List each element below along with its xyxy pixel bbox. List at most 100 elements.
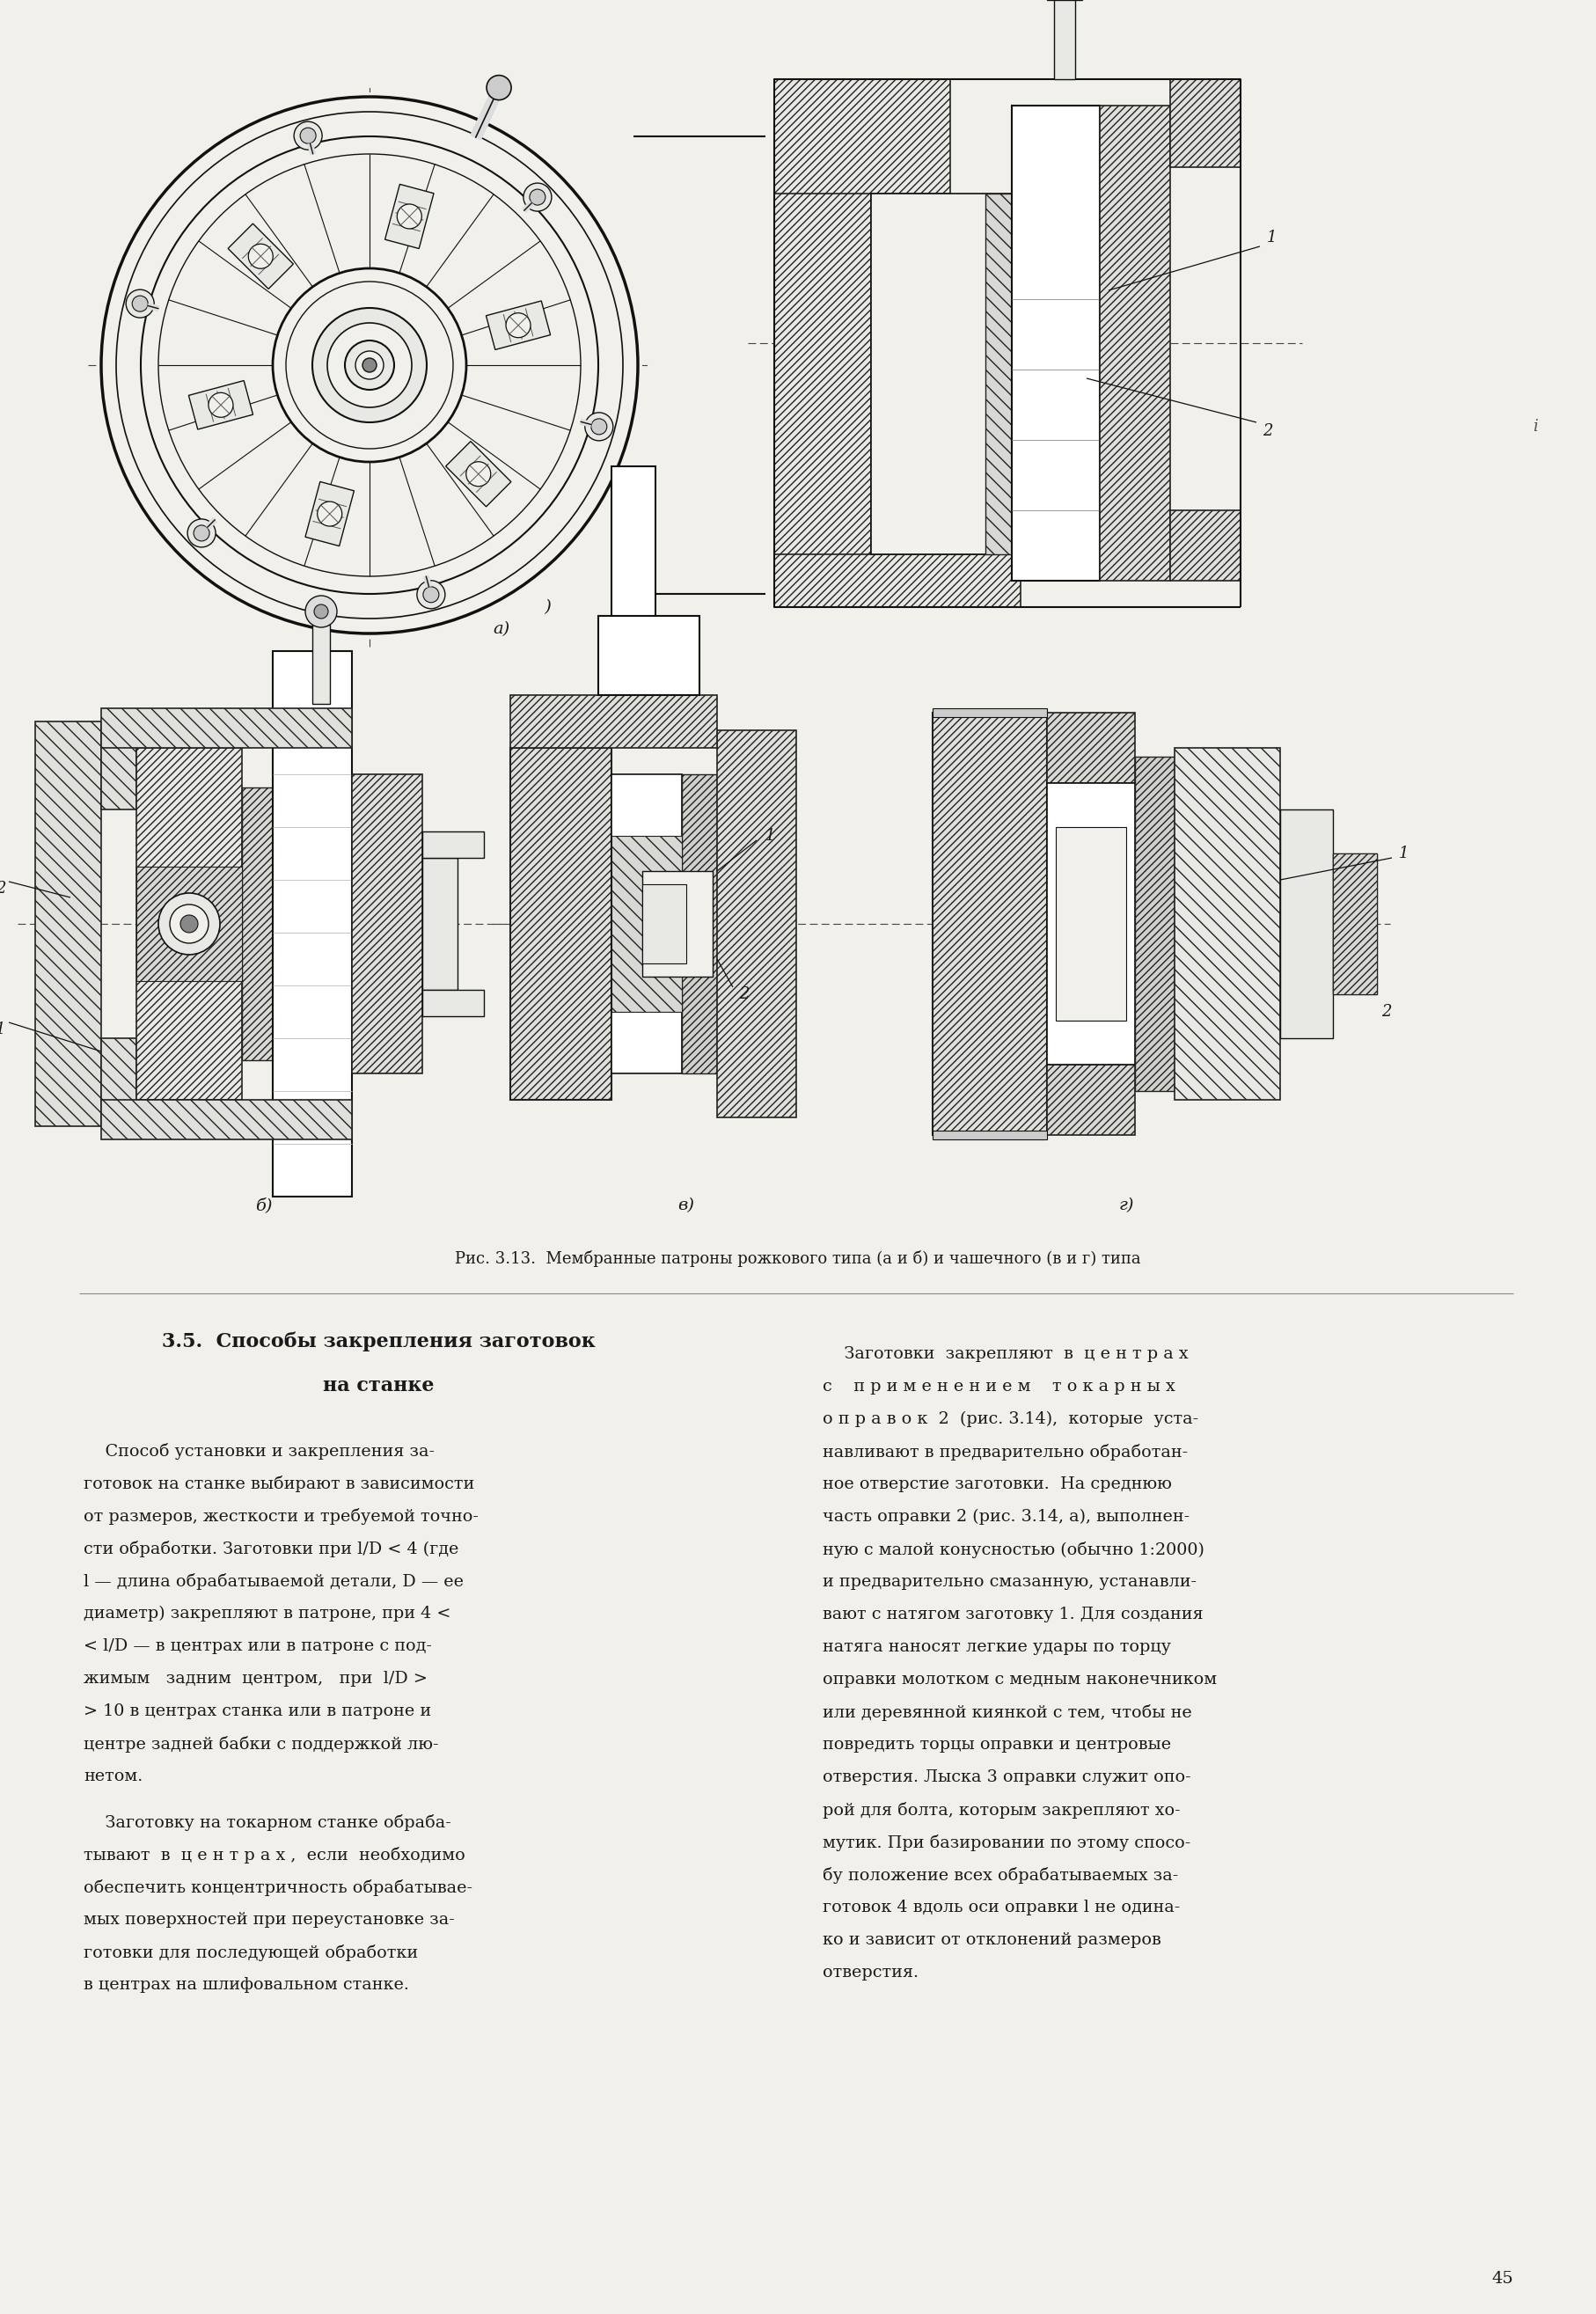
Text: навливают в предварительно обработан-: навливают в предварительно обработан- bbox=[822, 1444, 1187, 1460]
Text: отверстия.: отверстия. bbox=[822, 1965, 918, 1981]
Text: б): б) bbox=[255, 1196, 273, 1213]
Text: в): в) bbox=[678, 1196, 694, 1213]
Circle shape bbox=[591, 419, 606, 435]
Bar bbox=[421, 858, 458, 990]
Polygon shape bbox=[385, 185, 434, 248]
Polygon shape bbox=[305, 481, 354, 546]
Text: повредить торцы оправки и центровые: повредить торцы оправки и центровые bbox=[822, 1738, 1170, 1752]
Text: с    п р и м е н е н и е м    т о к а р н ы х: с п р и м е н е н и е м т о к а р н ы х bbox=[822, 1379, 1175, 1395]
Circle shape bbox=[466, 463, 490, 486]
Text: мых поверхностей при переустановке за-: мых поверхностей при переустановке за- bbox=[83, 1911, 455, 1928]
Circle shape bbox=[487, 76, 511, 100]
Text: о п р а в о к  2  (рис. 3.14),  которые  уста-: о п р а в о к 2 (рис. 3.14), которые уст… bbox=[822, 1412, 1197, 1428]
Circle shape bbox=[249, 243, 273, 268]
Polygon shape bbox=[445, 442, 511, 507]
Text: 2: 2 bbox=[0, 882, 6, 896]
Circle shape bbox=[584, 412, 613, 440]
Circle shape bbox=[294, 123, 322, 150]
Text: нетом.: нетом. bbox=[83, 1768, 142, 1784]
Circle shape bbox=[356, 352, 383, 379]
Text: ное отверстие заготовки.  На среднюю: ное отверстие заготовки. На среднюю bbox=[822, 1476, 1171, 1493]
Text: отверстия. Лыска 3 оправки служит опо-: отверстия. Лыска 3 оправки служит опо- bbox=[822, 1770, 1191, 1784]
Bar bbox=[101, 708, 351, 747]
Bar bbox=[136, 747, 243, 1099]
Bar bbox=[1100, 106, 1170, 581]
Text: бу положение всех обрабатываемых за-: бу положение всех обрабатываемых за- bbox=[822, 1867, 1178, 1884]
Text: часть оправки 2 (рис. 3.14, а), выполнен-: часть оправки 2 (рис. 3.14, а), выполнен… bbox=[822, 1509, 1189, 1525]
Text: > 10 в центрах станка или в патроне и: > 10 в центрах станка или в патроне и bbox=[83, 1703, 431, 1719]
Bar bbox=[611, 775, 681, 1074]
Bar bbox=[136, 868, 243, 981]
Text: < l/D — в центрах или в патроне с под-: < l/D — в центрах или в патроне с под- bbox=[83, 1638, 431, 1655]
Bar bbox=[774, 555, 1020, 606]
Circle shape bbox=[417, 581, 445, 609]
Bar bbox=[611, 467, 654, 669]
Circle shape bbox=[313, 308, 426, 423]
Text: оправки молотком с медным наконечником: оправки молотком с медным наконечником bbox=[822, 1671, 1216, 1687]
Text: а): а) bbox=[493, 620, 509, 636]
Bar bbox=[1170, 79, 1240, 167]
Bar bbox=[313, 625, 330, 703]
Circle shape bbox=[362, 359, 377, 373]
Circle shape bbox=[209, 393, 233, 417]
Bar bbox=[101, 722, 136, 810]
Text: сти обработки. Заготовки при l/D < 4 (где: сти обработки. Заготовки при l/D < 4 (гд… bbox=[83, 1541, 458, 1557]
Circle shape bbox=[169, 905, 209, 944]
Circle shape bbox=[132, 296, 148, 312]
Bar bbox=[1012, 106, 1100, 581]
Text: диаметр) закрепляют в патроне, при 4 <: диаметр) закрепляют в патроне, при 4 < bbox=[83, 1606, 450, 1622]
Bar bbox=[681, 775, 717, 1074]
Bar bbox=[273, 650, 351, 1196]
Bar bbox=[1170, 511, 1240, 581]
Text: в центрах на шлифовальном станке.: в центрах на шлифовальном станке. bbox=[83, 1976, 409, 1992]
Text: 1: 1 bbox=[764, 828, 776, 845]
Circle shape bbox=[397, 204, 421, 229]
Polygon shape bbox=[228, 224, 294, 289]
Text: 2: 2 bbox=[1381, 1004, 1390, 1020]
Text: ко и зависит от отклонений размеров: ко и зависит от отклонений размеров bbox=[822, 1932, 1160, 1948]
Bar bbox=[421, 990, 484, 1016]
Bar bbox=[870, 194, 1020, 555]
Text: готовок на станке выбирают в зависимости: готовок на станке выбирают в зависимости bbox=[83, 1476, 474, 1493]
Text: ную с малой конусностью (обычно 1:2000): ную с малой конусностью (обычно 1:2000) bbox=[822, 1541, 1203, 1557]
Circle shape bbox=[187, 518, 215, 546]
Bar bbox=[421, 831, 484, 858]
Polygon shape bbox=[188, 379, 252, 430]
Bar bbox=[1053, 0, 1074, 79]
Circle shape bbox=[327, 324, 412, 407]
Circle shape bbox=[523, 183, 551, 211]
Circle shape bbox=[273, 268, 466, 463]
Text: натяга наносят легкие удары по торцу: натяга наносят легкие удары по торцу bbox=[822, 1638, 1170, 1655]
Bar bbox=[511, 694, 717, 747]
Circle shape bbox=[345, 340, 394, 389]
Text: вают с натягом заготовку 1. Для создания: вают с натягом заготовку 1. Для создания bbox=[822, 1606, 1203, 1622]
Bar bbox=[1333, 854, 1376, 995]
Bar bbox=[774, 79, 950, 194]
Bar bbox=[932, 713, 1047, 1134]
Text: готовки для последующей обработки: готовки для последующей обработки bbox=[83, 1944, 418, 1960]
Bar bbox=[35, 722, 101, 1127]
Bar bbox=[985, 194, 1012, 555]
Text: или деревянной киянкой с тем, чтобы не: или деревянной киянкой с тем, чтобы не bbox=[822, 1705, 1191, 1722]
Text: 1: 1 bbox=[0, 1020, 6, 1037]
Bar bbox=[642, 870, 712, 977]
Bar bbox=[101, 1099, 351, 1138]
Text: центре задней бабки с поддержкой лю-: центре задней бабки с поддержкой лю- bbox=[83, 1736, 439, 1752]
Bar bbox=[1333, 854, 1376, 995]
Text: 1: 1 bbox=[1266, 229, 1277, 245]
Text: тывают  в  ц е н т р а х ,  если  необходимо: тывают в ц е н т р а х , если необходимо bbox=[83, 1847, 464, 1863]
Circle shape bbox=[300, 127, 316, 143]
Bar bbox=[598, 634, 669, 669]
Circle shape bbox=[314, 604, 329, 618]
Bar bbox=[511, 747, 611, 1099]
Bar bbox=[598, 616, 699, 694]
Bar bbox=[101, 1039, 136, 1127]
Text: l — длина обрабатываемой детали, D — ее: l — длина обрабатываемой детали, D — ее bbox=[83, 1574, 463, 1590]
Circle shape bbox=[140, 137, 598, 595]
Text: на станке: на станке bbox=[322, 1377, 434, 1395]
Text: Способ установки и закрепления за-: Способ установки и закрепления за- bbox=[83, 1444, 434, 1460]
Bar bbox=[611, 835, 681, 1011]
Circle shape bbox=[530, 190, 546, 206]
Circle shape bbox=[318, 502, 342, 525]
Text: г): г) bbox=[1117, 1196, 1133, 1213]
